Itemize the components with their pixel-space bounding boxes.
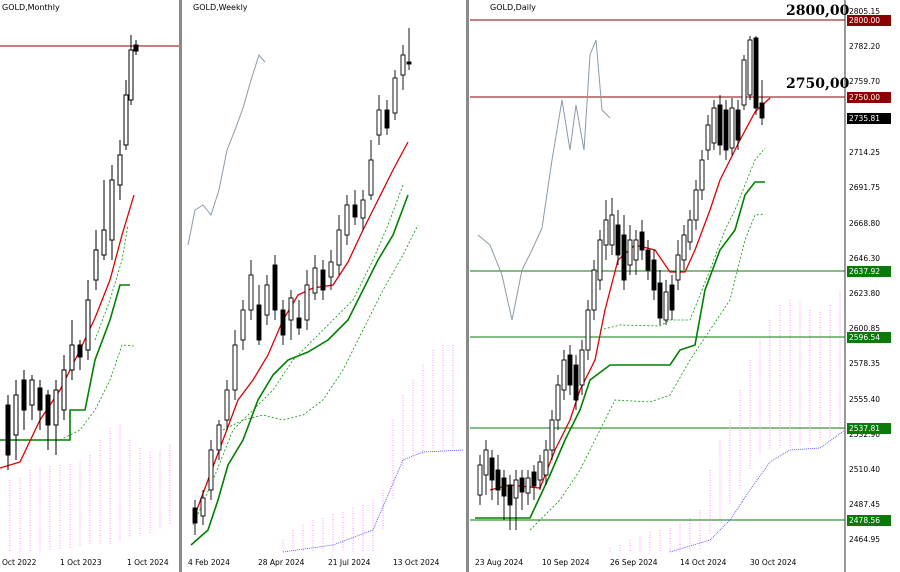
weekly-green-dashed bbox=[192, 184, 404, 526]
price-scale-label: 2782.20 bbox=[849, 42, 881, 51]
monthly-symbol-title: GOLD,Monthly bbox=[2, 3, 60, 12]
price-scale-label: 2464.95 bbox=[849, 535, 881, 544]
daily-ichimoku-cloud bbox=[609, 292, 841, 552]
price-scale-label: 2555.40 bbox=[849, 395, 881, 404]
monthly-kijun-line bbox=[0, 284, 130, 441]
weekly-symbol-title: GOLD,Weekly bbox=[193, 3, 248, 12]
daily-symbol-title: GOLD,Daily bbox=[490, 3, 536, 12]
daily-chikou-line bbox=[477, 39, 611, 321]
weekly-cloud-edge bbox=[282, 449, 464, 553]
monthly-green-dashed-2 bbox=[94, 224, 129, 341]
daily-time-label: 23 Aug 2024 bbox=[475, 558, 524, 567]
weekly-time-label: 21 Jul 2024 bbox=[328, 558, 371, 567]
daily-chart-panel[interactable]: GOLD,Daily 2800,00 2750,00 2805.15 2782.… bbox=[470, 0, 900, 572]
daily-cloud-edge bbox=[669, 429, 846, 553]
price-scale-label: 2714.25 bbox=[849, 148, 881, 157]
monthly-time-label: 1 Oct 2024 bbox=[127, 558, 169, 567]
daily-green-dashed bbox=[529, 213, 766, 531]
daily-annotation-2800: 2800,00 bbox=[786, 3, 850, 19]
current-price-tag: 2735.81 bbox=[847, 113, 891, 124]
weekly-chart-panel[interactable]: GOLD,Weekly 4 Feb 2024 28 Apr 2024 21 Ju… bbox=[183, 0, 466, 572]
level-tag-2596: 2596.54 bbox=[847, 332, 891, 343]
weekly-kijun-line bbox=[190, 194, 409, 546]
price-scale-label: 2578.35 bbox=[849, 359, 881, 368]
weekly-time-label: 28 Apr 2024 bbox=[258, 558, 305, 567]
daily-tenkan-line bbox=[489, 97, 771, 491]
daily-time-label: 30 Oct 2024 bbox=[750, 558, 797, 567]
daily-time-label: 10 Sep 2024 bbox=[542, 558, 590, 567]
weekly-chart-canvas bbox=[187, 28, 464, 553]
price-scale-label: 2691.75 bbox=[849, 183, 881, 192]
monthly-time-label: 1 Oct 2023 bbox=[60, 558, 102, 567]
level-tag-2537: 2537.81 bbox=[847, 423, 891, 434]
price-scale-label: 2646.30 bbox=[849, 254, 881, 263]
price-scale-label: 2532.90 bbox=[849, 430, 881, 439]
daily-kijun-line bbox=[475, 181, 765, 519]
price-scale-label: 2668.80 bbox=[849, 219, 881, 228]
daily-candles bbox=[477, 36, 765, 530]
weekly-green-dashed-2 bbox=[222, 224, 419, 431]
level-tag-2637: 2637.92 bbox=[847, 266, 891, 277]
weekly-chikou-line bbox=[187, 53, 266, 246]
price-scale-label: 2487.45 bbox=[849, 500, 881, 509]
monthly-time-label: Oct 2022 bbox=[2, 558, 37, 567]
weekly-time-label: 4 Feb 2024 bbox=[188, 558, 230, 567]
weekly-time-label: 13 Oct 2024 bbox=[393, 558, 440, 567]
price-scale-label: 2805.15 bbox=[849, 7, 881, 16]
daily-time-label: 26 Sep 2024 bbox=[610, 558, 658, 567]
monthly-green-dashed bbox=[59, 344, 135, 441]
price-scale-label: 2510.40 bbox=[849, 465, 881, 474]
daily-time-label: 14 Oct 2024 bbox=[680, 558, 727, 567]
price-scale-label: 2759.70 bbox=[849, 77, 881, 86]
monthly-candles bbox=[5, 35, 139, 470]
price-scale-label: 2600.85 bbox=[849, 324, 881, 333]
monthly-ichimoku-cloud bbox=[9, 424, 171, 552]
daily-chart-canvas bbox=[470, 0, 846, 572]
weekly-tenkan-line bbox=[192, 141, 409, 521]
panel-divider[interactable] bbox=[466, 0, 469, 572]
level-tag-2750: 2750.00 bbox=[847, 92, 891, 103]
panel-divider[interactable] bbox=[179, 0, 182, 572]
level-tag-2478: 2478.56 bbox=[847, 515, 891, 526]
weekly-candles bbox=[192, 28, 412, 535]
level-tag-2800: 2800.00 bbox=[847, 15, 891, 26]
monthly-chart-panel[interactable]: GOLD,Monthly Oct 2022 1 Oct 2023 1 Oct 2… bbox=[0, 0, 180, 572]
price-scale-label: 2623.80 bbox=[849, 289, 881, 298]
weekly-ichimoku-cloud bbox=[282, 345, 454, 552]
monthly-chart-canvas bbox=[0, 35, 180, 552]
daily-price-scale[interactable]: 2805.15 2782.20 2759.70 2714.25 2691.75 … bbox=[846, 0, 900, 552]
daily-annotation-2750: 2750,00 bbox=[786, 76, 850, 92]
